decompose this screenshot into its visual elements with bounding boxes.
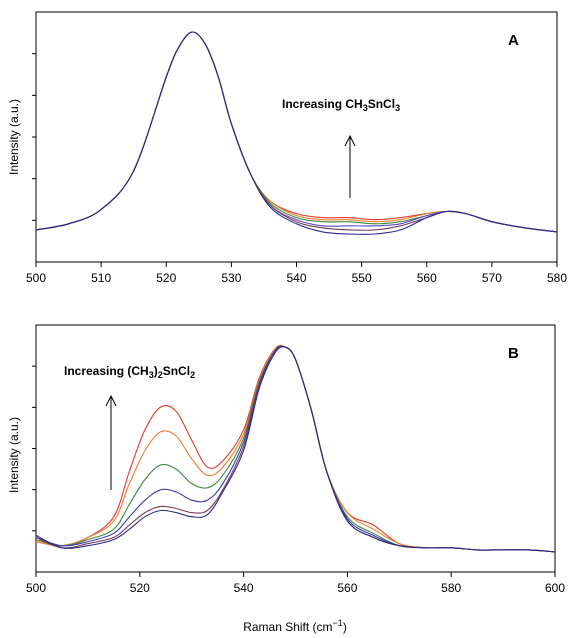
panel-b-x-tick-label-520: 520 <box>130 581 150 595</box>
panel-b-x-tick-label-600: 600 <box>545 581 565 595</box>
panel-a-x-tick-label-520: 520 <box>156 271 176 285</box>
panel-a-series-line-2 <box>35 31 558 233</box>
panel-b-annotation: Increasing (CH3)2SnCl2 <box>64 364 195 380</box>
panel-a-x-tick-label-540: 540 <box>286 271 306 285</box>
panel-a-x-tick-label-500: 500 <box>26 271 46 285</box>
panel-b-x-tick-label-560: 560 <box>337 581 357 595</box>
panel-a-x-tick-label-560: 560 <box>417 271 437 285</box>
panel-a-ticks: 500 510 520 530 540 550 560 570 580 <box>26 53 567 285</box>
panel-a-series-group <box>35 31 558 235</box>
panel-a: 500 510 520 530 540 550 560 570 580 A Increasing… <box>7 11 567 285</box>
panel-a-x-tick-label-550: 550 <box>352 271 372 285</box>
panel-b-series-line-6 <box>35 346 556 553</box>
panel-b-x-tick-label-580: 580 <box>441 581 461 595</box>
panel-a-x-tick-label-580: 580 <box>547 271 567 285</box>
panel-b-series-group <box>35 344 556 553</box>
panel-a-x-tick-label-510: 510 <box>91 271 111 285</box>
panel-b-ticks: 500 520 540 560 580 600 <box>26 365 565 595</box>
panel-a-frame <box>35 11 558 263</box>
panel-a-series-line-3 <box>35 31 558 233</box>
panel-a-ylabel: Intensity (a.u.) <box>7 99 21 175</box>
panel-a-arrow <box>344 134 356 198</box>
panel-b-letter: B <box>508 345 519 362</box>
panel-a-x-tick-label-530: 530 <box>221 271 241 285</box>
panel-a-annotation: Increasing CH3SnCl3 <box>282 97 400 113</box>
panel-a-letter: A <box>508 32 519 49</box>
panel-a-series-line-4 <box>35 31 558 233</box>
x-axis-title: Raman Shift (cm−1) <box>243 618 347 634</box>
panel-b-ylabel: Intensity (a.u.) <box>7 417 21 493</box>
panel-a-series-line-6 <box>35 31 558 235</box>
panel-b-frame <box>35 324 556 573</box>
panel-a-x-tick-label-570: 570 <box>482 271 502 285</box>
panel-b-x-tick-label-500: 500 <box>26 581 46 595</box>
panel-a-series-line-1 <box>35 31 558 233</box>
panel-b-arrow <box>105 394 117 490</box>
panel-b-x-tick-label-540: 540 <box>234 581 254 595</box>
panel-b: 500 520 540 560 580 600 B Increasing (CH3)2Sn… <box>7 324 565 634</box>
panel-a-series-line-5 <box>35 31 558 233</box>
